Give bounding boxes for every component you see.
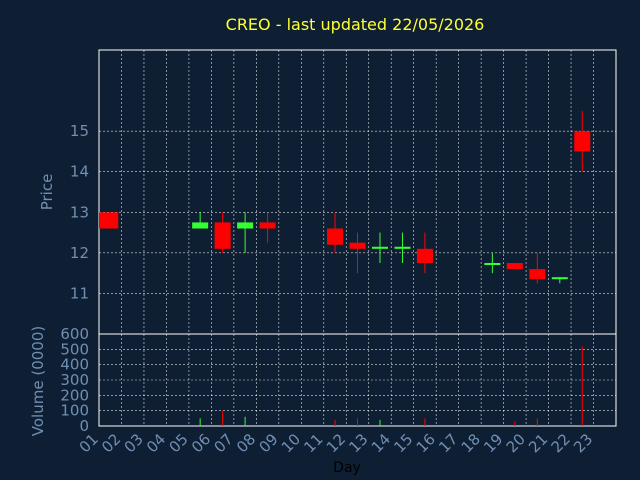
candle-body xyxy=(327,228,344,245)
volume-tick-label: 100 xyxy=(60,402,89,420)
volume-grid xyxy=(99,334,616,426)
candle-body xyxy=(529,269,546,280)
candle-body xyxy=(551,277,568,280)
price-tick-label: 12 xyxy=(70,244,89,262)
volume-tick-label: 400 xyxy=(60,356,89,374)
chart-title: CREO - last updated 22/05/2026 xyxy=(226,15,485,34)
x-axis-ticks: 0102030405060708091011121314151617181920… xyxy=(76,430,597,456)
candles xyxy=(99,110,591,284)
price-tick-label: 14 xyxy=(70,163,89,181)
candle-body xyxy=(371,246,388,249)
volume-tick-label: 200 xyxy=(60,386,89,404)
x-axis-label: Day xyxy=(333,460,361,476)
candle-body xyxy=(484,263,501,266)
candle-body xyxy=(237,222,254,229)
volume-tick-label: 0 xyxy=(79,417,89,435)
price-tick-label: 11 xyxy=(70,284,89,302)
candle-body xyxy=(259,222,276,229)
candle-body xyxy=(394,246,411,249)
x-tick-label: 23 xyxy=(570,430,596,456)
volume-tick-label: 600 xyxy=(60,325,89,343)
price-y-ticks: 11 12 13 14 15 xyxy=(70,122,89,302)
candle-body xyxy=(349,242,366,249)
volume-tick-label: 500 xyxy=(60,340,89,358)
volume-tick-label: 300 xyxy=(60,371,89,389)
price-tick-label: 15 xyxy=(70,122,89,140)
candle-body xyxy=(192,222,209,229)
price-axis-label: Price xyxy=(38,174,56,211)
candle-body xyxy=(99,212,119,229)
volume-bars xyxy=(199,346,583,426)
volume-axis-label: Volume (0000) xyxy=(29,326,47,436)
candle-body xyxy=(214,222,231,249)
candle-body xyxy=(506,263,523,270)
price-tick-label: 13 xyxy=(70,203,89,221)
candle-body xyxy=(416,248,433,263)
price-grid xyxy=(99,50,616,334)
price-panel-frame xyxy=(98,49,617,335)
candle-body xyxy=(574,131,591,152)
